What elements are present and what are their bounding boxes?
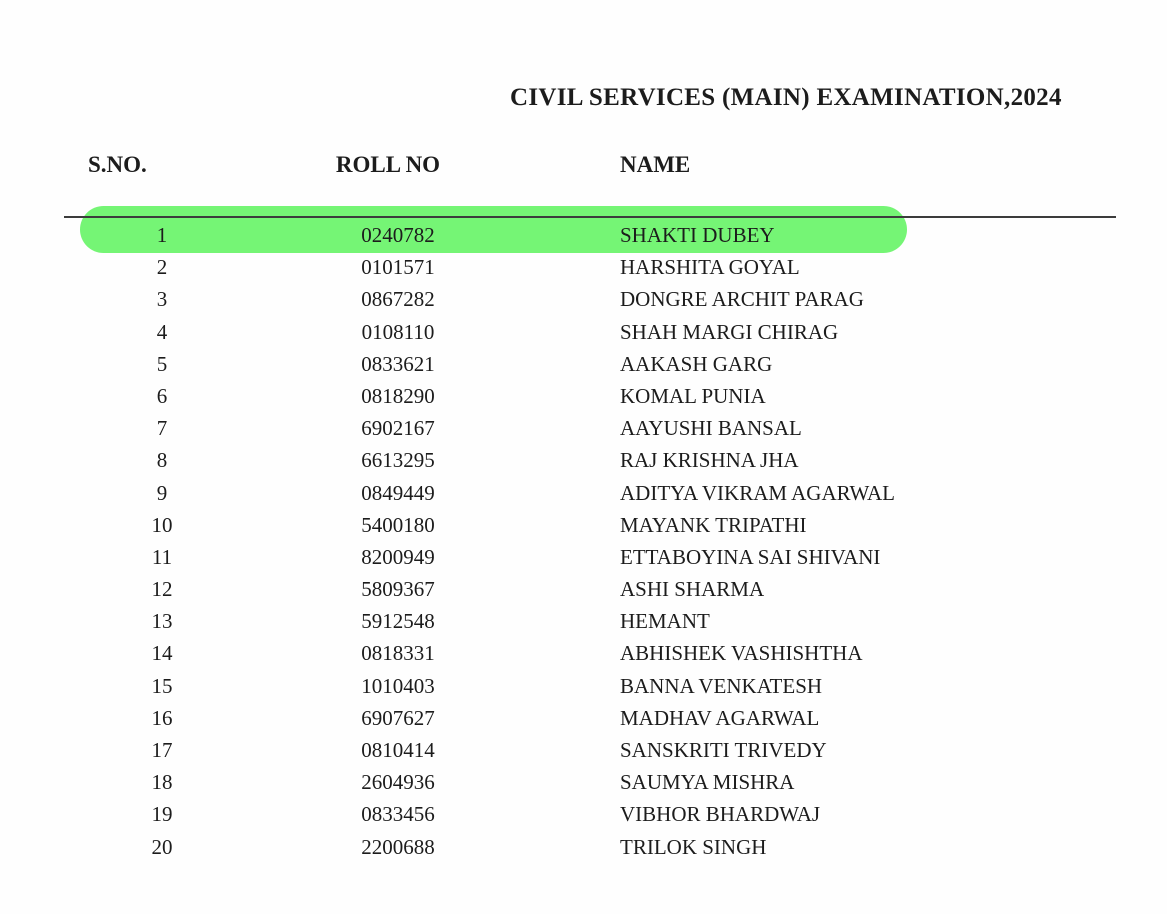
name-cell: HEMANT	[620, 609, 710, 634]
header-divider-line	[64, 216, 1116, 218]
roll-cell: 8200949	[361, 544, 435, 569]
name-cell: BANNA VENKATESH	[620, 673, 823, 698]
header-sno: S.NO.	[88, 152, 147, 177]
name-cell: SAUMYA MISHRA	[620, 770, 795, 795]
sno-cell: 9	[156, 480, 168, 505]
roll-cell: 0833456	[361, 802, 435, 827]
table-row: 17 0810414 SANSKRITI TRIVEDY	[0, 734, 1167, 766]
sno-cell: 13	[151, 609, 173, 634]
sno-cell: 11	[151, 544, 173, 569]
name-cell: ADITYA VIKRAM AGARWAL	[620, 480, 895, 505]
table-row: 4 0108110 SHAH MARGI CHIRAG	[0, 316, 1167, 348]
name-cell: SHAH MARGI CHIRAG	[620, 319, 839, 344]
sno-cell: 4	[156, 319, 168, 344]
name-cell: AAYUSHI BANSAL	[620, 416, 802, 441]
roll-cell: 6613295	[361, 448, 435, 473]
name-cell: DONGRE ARCHIT PARAG	[620, 287, 864, 312]
roll-cell: 5912548	[361, 609, 435, 634]
table-row: 8 6613295 RAJ KRISHNA JHA	[0, 444, 1167, 476]
results-table-body: 1 0240782 SHAKTI DUBEY 2 0101571 HARSHIT…	[0, 219, 1167, 863]
table-row: 16 6907627 MADHAV AGARWAL	[0, 702, 1167, 734]
roll-cell: 0849449	[361, 480, 435, 505]
table-row: 10 5400180 MAYANK TRIPATHI	[0, 509, 1167, 541]
name-cell: SANSKRITI TRIVEDY	[620, 738, 827, 762]
roll-cell: 0240782	[361, 223, 435, 247]
sno-cell: 16	[151, 705, 173, 730]
table-row: 13 5912548 HEMANT	[0, 605, 1167, 637]
name-cell: MADHAV AGARWAL	[620, 705, 820, 730]
roll-cell: 0810414	[361, 738, 435, 762]
sno-cell: 2	[156, 255, 168, 280]
table-row: 11 8200949 ETTABOYINA SAI SHIVANI	[0, 541, 1167, 573]
roll-cell: 6907627	[361, 705, 435, 730]
table-row: 5 0833621 AAKASH GARG	[0, 348, 1167, 380]
table-row: 7 6902167 AAYUSHI BANSAL	[0, 412, 1167, 444]
table-row: 19 0833456 VIBHOR BHARDWAJ	[0, 798, 1167, 830]
sno-cell: 17	[151, 738, 173, 762]
table-row: 9 0849449 ADITYA VIKRAM AGARWAL	[0, 477, 1167, 509]
sno-cell: 19	[151, 802, 173, 827]
table-row: 6 0818290 KOMAL PUNIA	[0, 380, 1167, 412]
sno-cell: 5	[156, 351, 168, 376]
table-row: 1 0240782 SHAKTI DUBEY	[0, 219, 1167, 251]
sno-cell: 18	[151, 770, 173, 795]
name-cell: MAYANK TRIPATHI	[620, 512, 807, 537]
header-roll-no: ROLL NO	[335, 152, 441, 177]
sno-cell: 1	[156, 223, 168, 247]
name-cell: RAJ KRISHNA JHA	[620, 448, 799, 473]
roll-cell: 0101571	[361, 255, 435, 280]
sno-cell: 7	[156, 416, 168, 441]
sno-cell: 8	[156, 448, 168, 473]
table-row: 12 5809367 ASHI SHARMA	[0, 573, 1167, 605]
roll-cell: 0818331	[361, 641, 435, 666]
roll-cell: 0108110	[361, 319, 435, 344]
roll-cell: 2604936	[361, 770, 435, 795]
name-cell: ABHISHEK VASHISHTHA	[620, 641, 863, 666]
name-cell: SHAKTI DUBEY	[620, 223, 775, 247]
sno-cell: 10	[151, 512, 173, 537]
table-header-row: S.NO. ROLL NO NAME	[0, 152, 1167, 178]
page-title: CIVIL SERVICES (MAIN) EXAMINATION,2024	[510, 84, 1062, 111]
sno-cell: 6	[156, 383, 168, 408]
name-cell: TRILOK SINGH	[620, 834, 767, 859]
roll-cell: 5809367	[361, 577, 435, 602]
table-row: 18 2604936 SAUMYA MISHRA	[0, 766, 1167, 798]
roll-cell: 0867282	[361, 287, 435, 312]
roll-cell: 6902167	[361, 416, 435, 441]
sno-cell: 3	[156, 287, 168, 312]
sno-cell: 15	[151, 673, 173, 698]
name-cell: ETTABOYINA SAI SHIVANI	[620, 544, 881, 569]
roll-cell: 2200688	[361, 834, 435, 859]
highlight-marker	[80, 206, 907, 253]
roll-cell: 0818290	[361, 383, 435, 408]
roll-cell: 5400180	[361, 512, 435, 537]
sno-cell: 20	[151, 834, 173, 859]
name-cell: AAKASH GARG	[620, 351, 773, 376]
table-row: 20 2200688 TRILOK SINGH	[0, 831, 1167, 863]
name-cell: VIBHOR BHARDWAJ	[620, 802, 821, 827]
roll-cell: 0833621	[361, 351, 435, 376]
sno-cell: 14	[151, 641, 173, 666]
name-cell: HARSHITA GOYAL	[620, 255, 800, 280]
header-name: NAME	[620, 152, 691, 177]
table-row: 15 1010403 BANNA VENKATESH	[0, 670, 1167, 702]
roll-cell: 1010403	[361, 673, 435, 698]
table-row: 14 0818331 ABHISHEK VASHISHTHA	[0, 637, 1167, 669]
table-row: 3 0867282 DONGRE ARCHIT PARAG	[0, 283, 1167, 315]
sno-cell: 12	[151, 577, 173, 602]
name-cell: ASHI SHARMA	[620, 577, 765, 602]
table-row: 2 0101571 HARSHITA GOYAL	[0, 251, 1167, 283]
name-cell: KOMAL PUNIA	[620, 383, 766, 408]
